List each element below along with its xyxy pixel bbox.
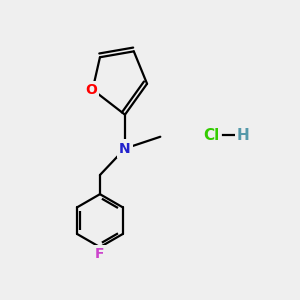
Text: H: H: [236, 128, 249, 143]
Text: Cl: Cl: [204, 128, 220, 143]
Text: N: N: [119, 142, 131, 155]
Text: O: O: [85, 82, 97, 97]
Text: F: F: [95, 247, 105, 261]
